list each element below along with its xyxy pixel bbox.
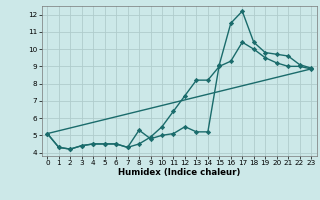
- X-axis label: Humidex (Indice chaleur): Humidex (Indice chaleur): [118, 168, 240, 177]
